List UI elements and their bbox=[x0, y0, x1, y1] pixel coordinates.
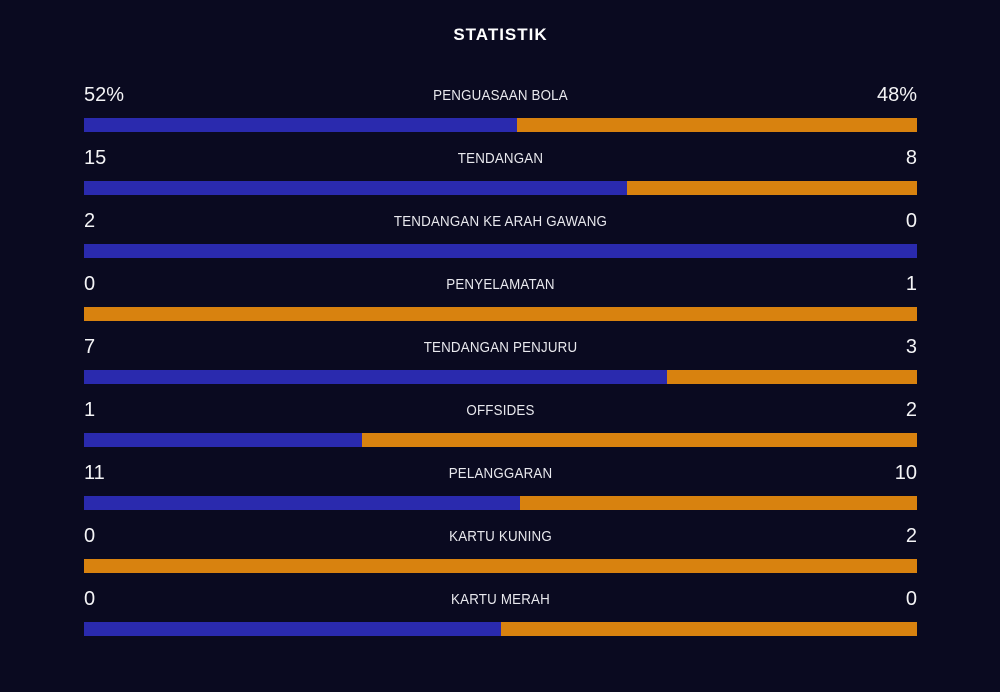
stat-bar bbox=[84, 370, 917, 384]
away-value: 10 bbox=[894, 462, 917, 484]
away-bar-segment bbox=[84, 307, 917, 321]
stat-row: 11 PELANGGARAN 10 bbox=[84, 463, 917, 510]
home-value: 7 bbox=[84, 336, 96, 358]
home-bar-segment bbox=[84, 181, 628, 195]
away-bar-segment bbox=[361, 433, 917, 447]
stat-row-header: 1 OFFSIDES 2 bbox=[84, 400, 917, 421]
stats-list: 52% PENGUASAAN BOLA 48% 15 TENDANGAN 8 2… bbox=[84, 85, 917, 636]
stat-row-header: 7 TENDANGAN PENJURU 3 bbox=[84, 337, 917, 358]
stat-bar bbox=[84, 244, 917, 258]
stat-row-header: 11 PELANGGARAN 10 bbox=[84, 463, 917, 484]
stat-bar bbox=[84, 496, 917, 510]
home-bar-segment bbox=[84, 244, 917, 258]
stat-label: PELANGGARAN bbox=[448, 466, 553, 482]
stat-label: PENGUASAAN BOLA bbox=[433, 88, 568, 104]
stat-label: KARTU KUNING bbox=[449, 529, 552, 545]
stat-row: 1 OFFSIDES 2 bbox=[84, 400, 917, 447]
stat-bar bbox=[84, 118, 917, 132]
home-value: 1 bbox=[84, 399, 96, 421]
home-value: 11 bbox=[84, 462, 105, 484]
panel-title: STATISTIK bbox=[453, 25, 548, 44]
home-value: 0 bbox=[84, 525, 96, 547]
stat-label: TENDANGAN bbox=[457, 151, 544, 167]
away-value: 2 bbox=[905, 525, 917, 547]
stat-bar bbox=[84, 307, 917, 321]
away-value: 0 bbox=[905, 588, 917, 610]
away-bar-segment bbox=[500, 622, 917, 636]
stat-bar bbox=[84, 433, 917, 447]
home-bar-segment bbox=[84, 433, 362, 447]
stat-row: 7 TENDANGAN PENJURU 3 bbox=[84, 337, 917, 384]
stat-row: 0 KARTU MERAH 0 bbox=[84, 589, 917, 636]
stat-row: 52% PENGUASAAN BOLA 48% bbox=[84, 85, 917, 132]
stat-row-header: 15 TENDANGAN 8 bbox=[84, 148, 917, 169]
away-value: 48% bbox=[876, 84, 917, 106]
stat-row: 2 TENDANGAN KE ARAH GAWANG 0 bbox=[84, 211, 917, 258]
stat-bar bbox=[84, 622, 917, 636]
stat-bar bbox=[84, 559, 917, 573]
home-bar-segment bbox=[84, 622, 501, 636]
stat-label: KARTU MERAH bbox=[451, 592, 550, 608]
stat-row-header: 0 KARTU KUNING 2 bbox=[84, 526, 917, 547]
stat-row-header: 0 KARTU MERAH 0 bbox=[84, 589, 917, 610]
stat-row: 15 TENDANGAN 8 bbox=[84, 148, 917, 195]
away-bar-segment bbox=[84, 559, 917, 573]
away-bar-segment bbox=[517, 118, 917, 132]
home-value: 52% bbox=[84, 84, 125, 106]
home-bar-segment bbox=[84, 118, 518, 132]
stat-row-header: 0 PENYELAMATAN 1 bbox=[84, 274, 917, 295]
away-value: 0 bbox=[905, 210, 917, 232]
stat-row-header: 52% PENGUASAAN BOLA 48% bbox=[84, 85, 917, 106]
home-bar-segment bbox=[84, 496, 521, 510]
stat-label: TENDANGAN KE ARAH GAWANG bbox=[393, 214, 608, 230]
stat-row-header: 2 TENDANGAN KE ARAH GAWANG 0 bbox=[84, 211, 917, 232]
away-value: 1 bbox=[905, 273, 917, 295]
away-bar-segment bbox=[627, 181, 917, 195]
stat-row: 0 PENYELAMATAN 1 bbox=[84, 274, 917, 321]
away-bar-segment bbox=[520, 496, 917, 510]
away-value: 3 bbox=[905, 336, 917, 358]
home-value: 15 bbox=[84, 147, 107, 169]
home-value: 0 bbox=[84, 273, 96, 295]
away-value: 2 bbox=[905, 399, 917, 421]
stat-label: TENDANGAN PENJURU bbox=[423, 340, 578, 356]
stat-row: 0 KARTU KUNING 2 bbox=[84, 526, 917, 573]
stat-label: OFFSIDES bbox=[466, 403, 535, 419]
away-value: 8 bbox=[905, 147, 917, 169]
home-bar-segment bbox=[84, 370, 668, 384]
home-value: 2 bbox=[84, 210, 96, 232]
stat-bar bbox=[84, 181, 917, 195]
away-bar-segment bbox=[667, 370, 917, 384]
home-value: 0 bbox=[84, 588, 96, 610]
stat-label: PENYELAMATAN bbox=[446, 277, 555, 293]
